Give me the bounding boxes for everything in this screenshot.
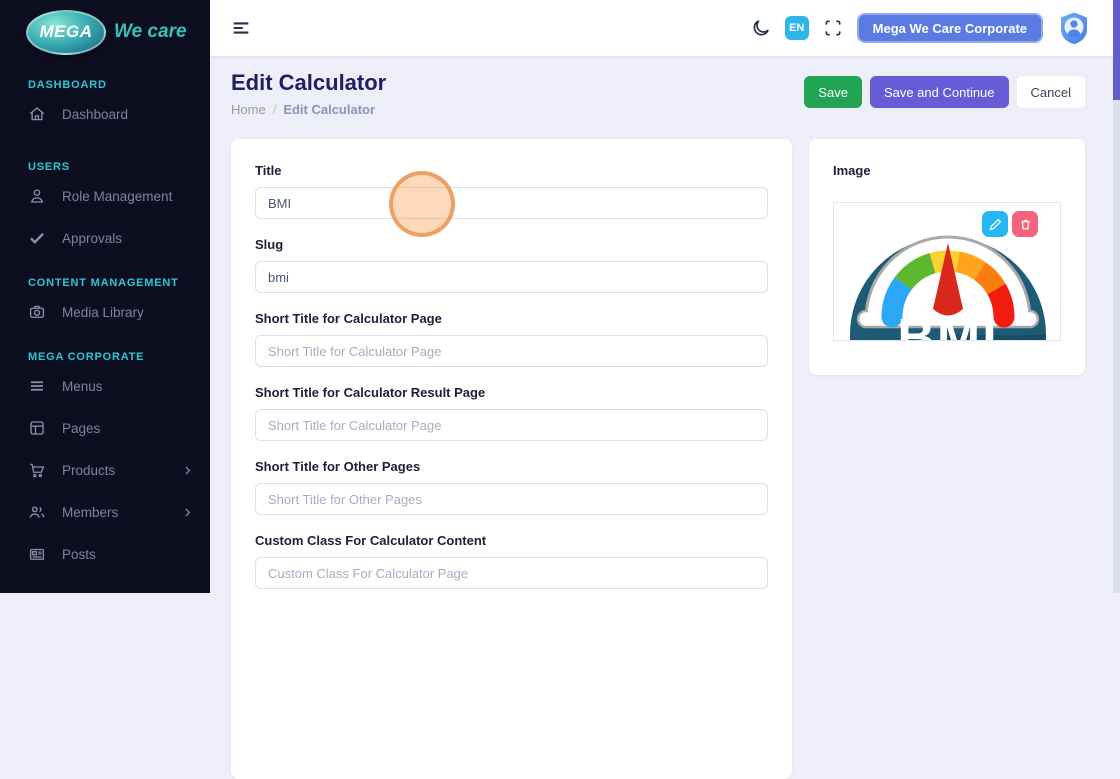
home-icon (28, 105, 46, 123)
image-panel-label: Image (833, 163, 871, 178)
check-icon (28, 229, 46, 247)
sidebar-item-label: Role Management (62, 188, 173, 204)
breadcrumb-current: Edit Calculator (283, 102, 376, 117)
chevron-right-icon (181, 506, 194, 519)
bmi-gauge-image: BMI (834, 203, 1060, 340)
sidebar-item-label: Posts (62, 546, 96, 562)
short-title-calculator-page-input[interactable] (255, 335, 768, 367)
short-title-calculator-result-page-input[interactable] (255, 409, 768, 441)
trash-icon (1019, 218, 1032, 231)
slug-field-label: Slug (255, 237, 284, 252)
menu-lines-icon (28, 377, 46, 395)
title-input[interactable] (255, 187, 768, 219)
section-label-dashboard: DASHBOARD (28, 79, 107, 91)
section-label-content-management: CONTENT MANAGEMENT (28, 277, 179, 289)
section-label-mega-corporate: MEGA CORPORATE (28, 351, 145, 363)
workspace-button[interactable]: Mega We Care Corporate (856, 13, 1043, 43)
logo-brand-text: MEGA (39, 22, 93, 41)
sidebar-item-posts[interactable]: Posts (0, 533, 210, 575)
user-avatar[interactable] (1057, 11, 1091, 45)
sidebar-item-dashboard[interactable]: Dashboard (0, 93, 210, 135)
user-icon (28, 187, 46, 205)
breadcrumb: Home / Edit Calculator (231, 102, 386, 117)
cancel-button[interactable]: Cancel (1016, 76, 1085, 108)
cart-icon (28, 461, 46, 479)
sidebar-item-approvals[interactable]: Approvals (0, 217, 210, 259)
sidebar: MEGA We care DASHBOARD Dashboard USERS R… (0, 0, 210, 593)
news-icon (28, 545, 46, 563)
top-header: EN Mega We Care Corporate (210, 0, 1113, 56)
short-title-calculator-result-page-label: Short Title for Calculator Result Page (255, 385, 486, 400)
mega-logo-icon: MEGA (26, 9, 106, 55)
calculator-image-preview: BMI (833, 202, 1061, 341)
sidebar-item-label: Products (62, 462, 116, 478)
pencil-icon (989, 218, 1002, 231)
save-button[interactable]: Save (804, 76, 862, 108)
chevron-right-icon (181, 464, 194, 477)
people-icon (28, 503, 46, 521)
scrollbar-track (1113, 0, 1120, 593)
sidebar-item-members[interactable]: Members (0, 491, 210, 533)
dark-mode-moon-icon[interactable] (751, 18, 771, 38)
sidebar-item-products[interactable]: Products (0, 449, 210, 491)
sidebar-item-label: Approvals (62, 230, 123, 246)
delete-image-button[interactable] (1012, 211, 1038, 237)
section-label-users: USERS (28, 161, 70, 173)
layout-icon (28, 419, 46, 437)
scrollbar-thumb[interactable] (1113, 0, 1120, 100)
short-title-other-pages-input[interactable] (255, 483, 768, 515)
sidebar-nav: DASHBOARD Dashboard USERS Role Managemen… (0, 64, 210, 575)
sidebar-item-label: Menus (62, 378, 103, 394)
breadcrumb-home-link[interactable]: Home (231, 102, 266, 117)
save-and-continue-button[interactable]: Save and Continue (869, 76, 1009, 108)
sidebar-item-label: Media Library (62, 304, 144, 320)
edit-calculator-form-card: Title Slug Short Title for Calculator Pa… (231, 139, 792, 779)
logo-tagline: We care (114, 21, 187, 42)
image-panel-card: Image BMI (809, 139, 1085, 375)
fullscreen-icon[interactable] (823, 18, 843, 38)
breadcrumb-separator: / (272, 102, 277, 117)
hamburger-menu-icon[interactable] (230, 17, 252, 39)
custom-class-calculator-content-label: Custom Class For Calculator Content (255, 533, 487, 548)
main-content: Edit Calculator Home / Edit Calculator S… (210, 56, 1113, 779)
sidebar-item-label: Pages (62, 420, 101, 436)
sidebar-item-role-management[interactable]: Role Management (0, 175, 210, 217)
edit-image-button[interactable] (982, 211, 1008, 237)
camera-icon (28, 303, 46, 321)
sidebar-item-pages[interactable]: Pages (0, 407, 210, 449)
brand-logo[interactable]: MEGA We care (0, 0, 210, 64)
short-title-calculator-page-label: Short Title for Calculator Page (255, 311, 442, 326)
bmi-image-text: BMI (897, 309, 998, 340)
slug-input[interactable] (255, 261, 768, 293)
language-badge[interactable]: EN (784, 16, 809, 40)
page-title: Edit Calculator (231, 70, 387, 95)
sidebar-item-menus[interactable]: Menus (0, 365, 210, 407)
sidebar-item-media-library[interactable]: Media Library (0, 291, 210, 333)
sidebar-item-label: Members (62, 504, 119, 520)
custom-class-calculator-content-input[interactable] (255, 557, 768, 589)
title-field-label: Title (255, 163, 282, 178)
sidebar-item-label: Dashboard (62, 106, 129, 122)
short-title-other-pages-label: Short Title for Other Pages (255, 459, 421, 474)
